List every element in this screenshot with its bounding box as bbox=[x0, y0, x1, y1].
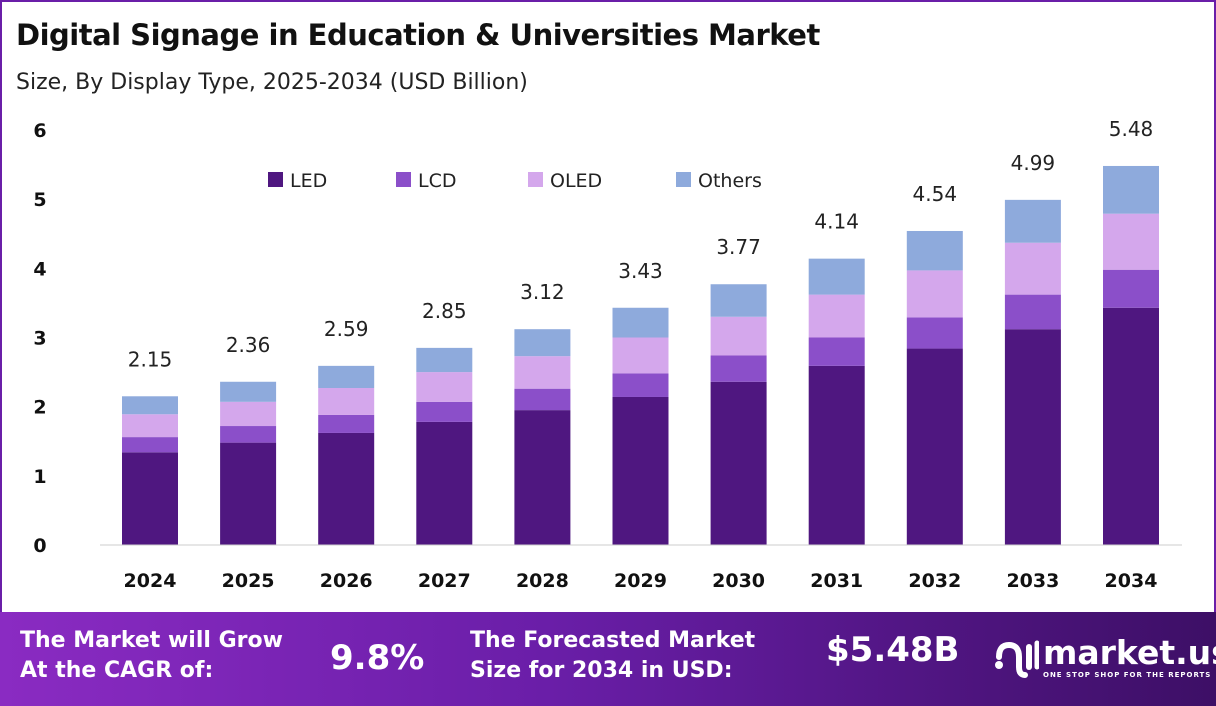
bar-segment-others-2032 bbox=[906, 230, 963, 271]
bar-segment-led-2033 bbox=[1004, 329, 1061, 545]
bar-segment-oled-2032 bbox=[906, 270, 963, 318]
bar-segment-oled-2034 bbox=[1103, 213, 1159, 270]
bar-segment-led-2032 bbox=[906, 348, 963, 545]
total-label: 5.48 bbox=[1109, 117, 1154, 141]
x-tick-label: 2033 bbox=[1006, 570, 1059, 592]
legend-swatch-lcd bbox=[396, 172, 411, 187]
bar-segment-others-2024 bbox=[122, 396, 178, 415]
y-tick-label: 3 bbox=[33, 328, 46, 350]
legend-swatch-led bbox=[268, 172, 283, 187]
market-us-logo: market.us ONE STOP SHOP FOR THE REPORTS bbox=[993, 633, 1216, 683]
bar-segment-others-2025 bbox=[220, 381, 277, 402]
legend-swatch-oled bbox=[528, 172, 543, 187]
x-tick-label: 2025 bbox=[222, 570, 275, 592]
bar-segment-others-2026 bbox=[318, 365, 375, 388]
summary-banner: The Market will Grow At the CAGR of: 9.8… bbox=[0, 612, 1216, 706]
y-tick-label: 2 bbox=[33, 397, 46, 419]
legend-label-lcd: LCD bbox=[418, 170, 456, 192]
total-label: 2.85 bbox=[422, 299, 467, 323]
bar-segment-led-2029 bbox=[612, 396, 669, 545]
logo-mark-icon bbox=[995, 640, 1040, 678]
bar-segment-oled-2028 bbox=[514, 356, 571, 389]
bar-segment-lcd-2028 bbox=[514, 388, 571, 411]
bar-segment-oled-2024 bbox=[122, 414, 178, 438]
total-label: 2.59 bbox=[324, 317, 369, 341]
x-tick-label: 2032 bbox=[908, 570, 961, 592]
legend-label-others: Others bbox=[698, 170, 762, 192]
bar-segment-lcd-2029 bbox=[612, 373, 669, 397]
logo-tagline: ONE STOP SHOP FOR THE REPORTS bbox=[1043, 671, 1212, 679]
logo-name: market.us bbox=[1043, 633, 1216, 672]
total-label: 3.12 bbox=[520, 280, 565, 304]
bar-segment-oled-2026 bbox=[318, 387, 375, 415]
y-tick-label: 4 bbox=[33, 258, 46, 280]
bar-segment-lcd-2032 bbox=[906, 317, 963, 349]
bar-segment-others-2030 bbox=[710, 284, 767, 317]
forecast-label-line1: The Forecasted Market bbox=[470, 628, 756, 653]
bar-segment-lcd-2026 bbox=[318, 414, 375, 433]
bar-segment-others-2034 bbox=[1103, 165, 1159, 214]
bar-segment-led-2030 bbox=[710, 381, 767, 545]
bar-segment-led-2031 bbox=[808, 365, 865, 545]
bar-segment-oled-2030 bbox=[710, 316, 767, 356]
y-tick-label: 1 bbox=[33, 466, 46, 488]
legend-swatch-others bbox=[676, 172, 691, 187]
bar-segment-others-2029 bbox=[612, 307, 669, 338]
x-tick-label: 2026 bbox=[320, 570, 373, 592]
total-label: 4.54 bbox=[913, 182, 958, 206]
total-label: 2.15 bbox=[128, 347, 173, 371]
bar-segment-oled-2031 bbox=[808, 294, 865, 338]
bar-segment-lcd-2034 bbox=[1103, 269, 1159, 308]
bar-segment-others-2027 bbox=[416, 347, 473, 373]
x-tick-label: 2030 bbox=[712, 570, 765, 592]
bar-segment-others-2028 bbox=[514, 329, 571, 357]
legend-label-oled: OLED bbox=[550, 170, 602, 192]
forecast-label-line2: Size for 2034 in USD: bbox=[470, 658, 733, 683]
total-label: 2.36 bbox=[226, 333, 271, 357]
bar-segment-led-2034 bbox=[1103, 307, 1159, 545]
chart-title: Digital Signage in Education & Universit… bbox=[16, 18, 820, 52]
bar-segment-led-2025 bbox=[220, 442, 277, 545]
total-label: 4.14 bbox=[814, 210, 859, 234]
bar-segment-lcd-2031 bbox=[808, 337, 865, 366]
bar-segment-led-2024 bbox=[122, 452, 178, 545]
x-tick-label: 2027 bbox=[418, 570, 471, 592]
total-label: 3.43 bbox=[618, 259, 663, 283]
bar-segment-lcd-2024 bbox=[122, 437, 178, 453]
bar-segment-led-2028 bbox=[514, 410, 571, 545]
x-tick-label: 2029 bbox=[614, 570, 667, 592]
bar-segment-lcd-2030 bbox=[710, 355, 767, 382]
cagr-value: 9.8% bbox=[330, 638, 425, 678]
total-label: 3.77 bbox=[716, 235, 761, 259]
x-tick-label: 2024 bbox=[124, 570, 177, 592]
bar-segment-lcd-2027 bbox=[416, 401, 473, 422]
bar-segment-others-2033 bbox=[1004, 199, 1061, 243]
stacked-bar-chart: 0 1 2 3 4 5 6 2024 2025 2026 2027 2028 2029 2030 2031… bbox=[33, 117, 1182, 592]
x-tick-label: 2034 bbox=[1105, 570, 1158, 592]
bar-segment-oled-2029 bbox=[612, 337, 669, 374]
y-tick-label: 0 bbox=[33, 535, 46, 557]
y-tick-label: 6 bbox=[33, 120, 46, 142]
y-tick-label: 5 bbox=[33, 189, 46, 211]
chart-subtitle: Size, By Display Type, 2025-2034 (USD Bi… bbox=[16, 70, 528, 95]
bar-segment-lcd-2025 bbox=[220, 426, 277, 443]
bar-segment-led-2027 bbox=[416, 421, 473, 545]
bar-segment-oled-2025 bbox=[220, 401, 277, 427]
total-label: 4.99 bbox=[1011, 151, 1056, 175]
bar-segment-oled-2033 bbox=[1004, 242, 1061, 295]
bar-segment-lcd-2033 bbox=[1004, 294, 1061, 330]
x-tick-label: 2031 bbox=[810, 570, 863, 592]
legend-label-led: LED bbox=[290, 170, 327, 192]
forecast-value: $5.48B bbox=[826, 630, 960, 670]
bar-segment-led-2026 bbox=[318, 432, 375, 545]
bar-segment-oled-2027 bbox=[416, 372, 473, 402]
x-tick-label: 2028 bbox=[516, 570, 569, 592]
cagr-label-line1: The Market will Grow bbox=[20, 628, 283, 653]
bar-segment-others-2031 bbox=[808, 258, 865, 295]
cagr-label-line2: At the CAGR of: bbox=[20, 658, 214, 683]
